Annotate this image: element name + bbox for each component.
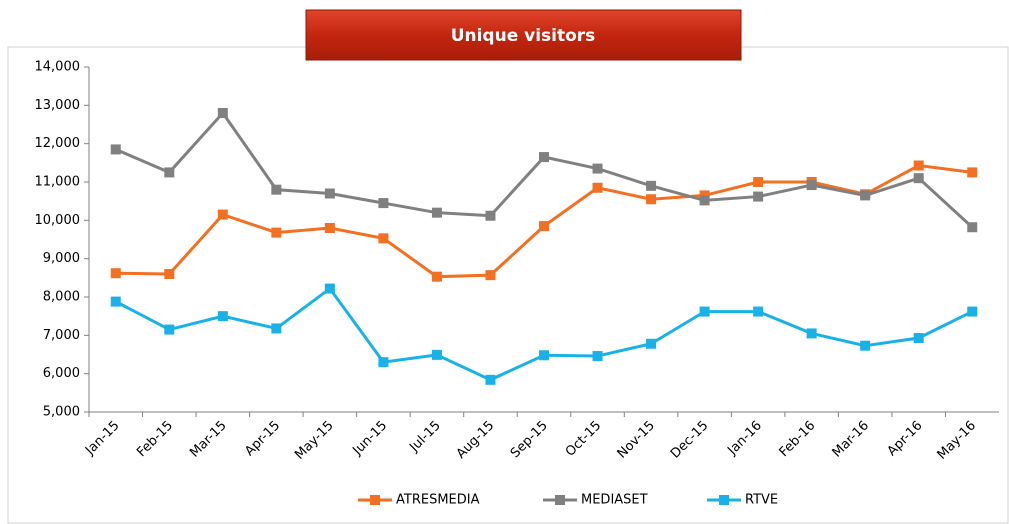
data-point	[164, 324, 175, 335]
data-point	[217, 108, 228, 118]
data-point	[431, 207, 442, 218]
data-point	[913, 333, 924, 344]
legend-label: ATRESMEDIA	[396, 493, 480, 508]
chart-title: Unique visitors	[451, 26, 596, 46]
y-tick-label: 7,000	[43, 328, 80, 343]
data-point	[699, 306, 710, 317]
data-point	[217, 311, 228, 322]
data-point	[592, 182, 603, 193]
legend-marker	[719, 495, 729, 505]
data-point	[646, 194, 657, 205]
data-point	[539, 221, 549, 232]
data-point	[485, 210, 496, 221]
data-point	[110, 144, 121, 155]
data-point	[967, 167, 978, 178]
data-point	[110, 296, 121, 307]
y-tick-label: 6,000	[43, 366, 80, 381]
data-point	[431, 271, 442, 282]
legend-label: MEDIASET	[581, 493, 648, 508]
data-point	[271, 227, 282, 238]
y-tick-label: 14,000	[35, 60, 81, 75]
data-point	[967, 306, 978, 317]
data-point	[324, 283, 335, 294]
data-point	[806, 180, 817, 191]
data-point	[378, 357, 389, 368]
y-tick-label: 11,000	[35, 175, 81, 190]
y-tick-label: 12,000	[35, 136, 81, 151]
data-point	[110, 268, 121, 279]
data-point	[485, 270, 496, 281]
chart-frame	[7, 46, 1009, 524]
data-point	[164, 167, 175, 178]
data-point	[913, 173, 924, 184]
data-point	[753, 191, 764, 202]
data-point	[485, 374, 496, 385]
data-point	[539, 350, 549, 361]
data-point	[164, 269, 175, 279]
data-point	[913, 160, 924, 171]
data-point	[646, 180, 657, 191]
data-point	[753, 177, 764, 187]
data-point	[378, 198, 389, 209]
data-point	[431, 349, 442, 360]
legend-label: RTVE	[745, 493, 778, 508]
data-point	[539, 152, 549, 163]
y-tick-label: 8,000	[43, 290, 80, 305]
title-box	[305, 9, 742, 61]
data-point	[860, 190, 871, 201]
data-point	[378, 233, 389, 244]
data-point	[217, 209, 228, 220]
legend-marker	[370, 495, 380, 505]
data-point	[860, 340, 871, 351]
legend-marker	[555, 495, 565, 505]
data-point	[646, 338, 657, 349]
data-point	[967, 222, 978, 233]
data-point	[753, 306, 764, 317]
data-point	[806, 328, 817, 339]
y-tick-label: 13,000	[35, 98, 81, 113]
data-point	[699, 195, 710, 206]
data-point	[324, 188, 335, 199]
data-point	[592, 163, 603, 174]
data-point	[271, 184, 282, 195]
data-point	[592, 351, 603, 362]
y-tick-label: 10,000	[35, 213, 81, 228]
data-point	[324, 223, 335, 233]
y-tick-label: 5,000	[43, 405, 80, 420]
data-point	[271, 323, 282, 334]
y-tick-label: 9,000	[43, 251, 80, 266]
